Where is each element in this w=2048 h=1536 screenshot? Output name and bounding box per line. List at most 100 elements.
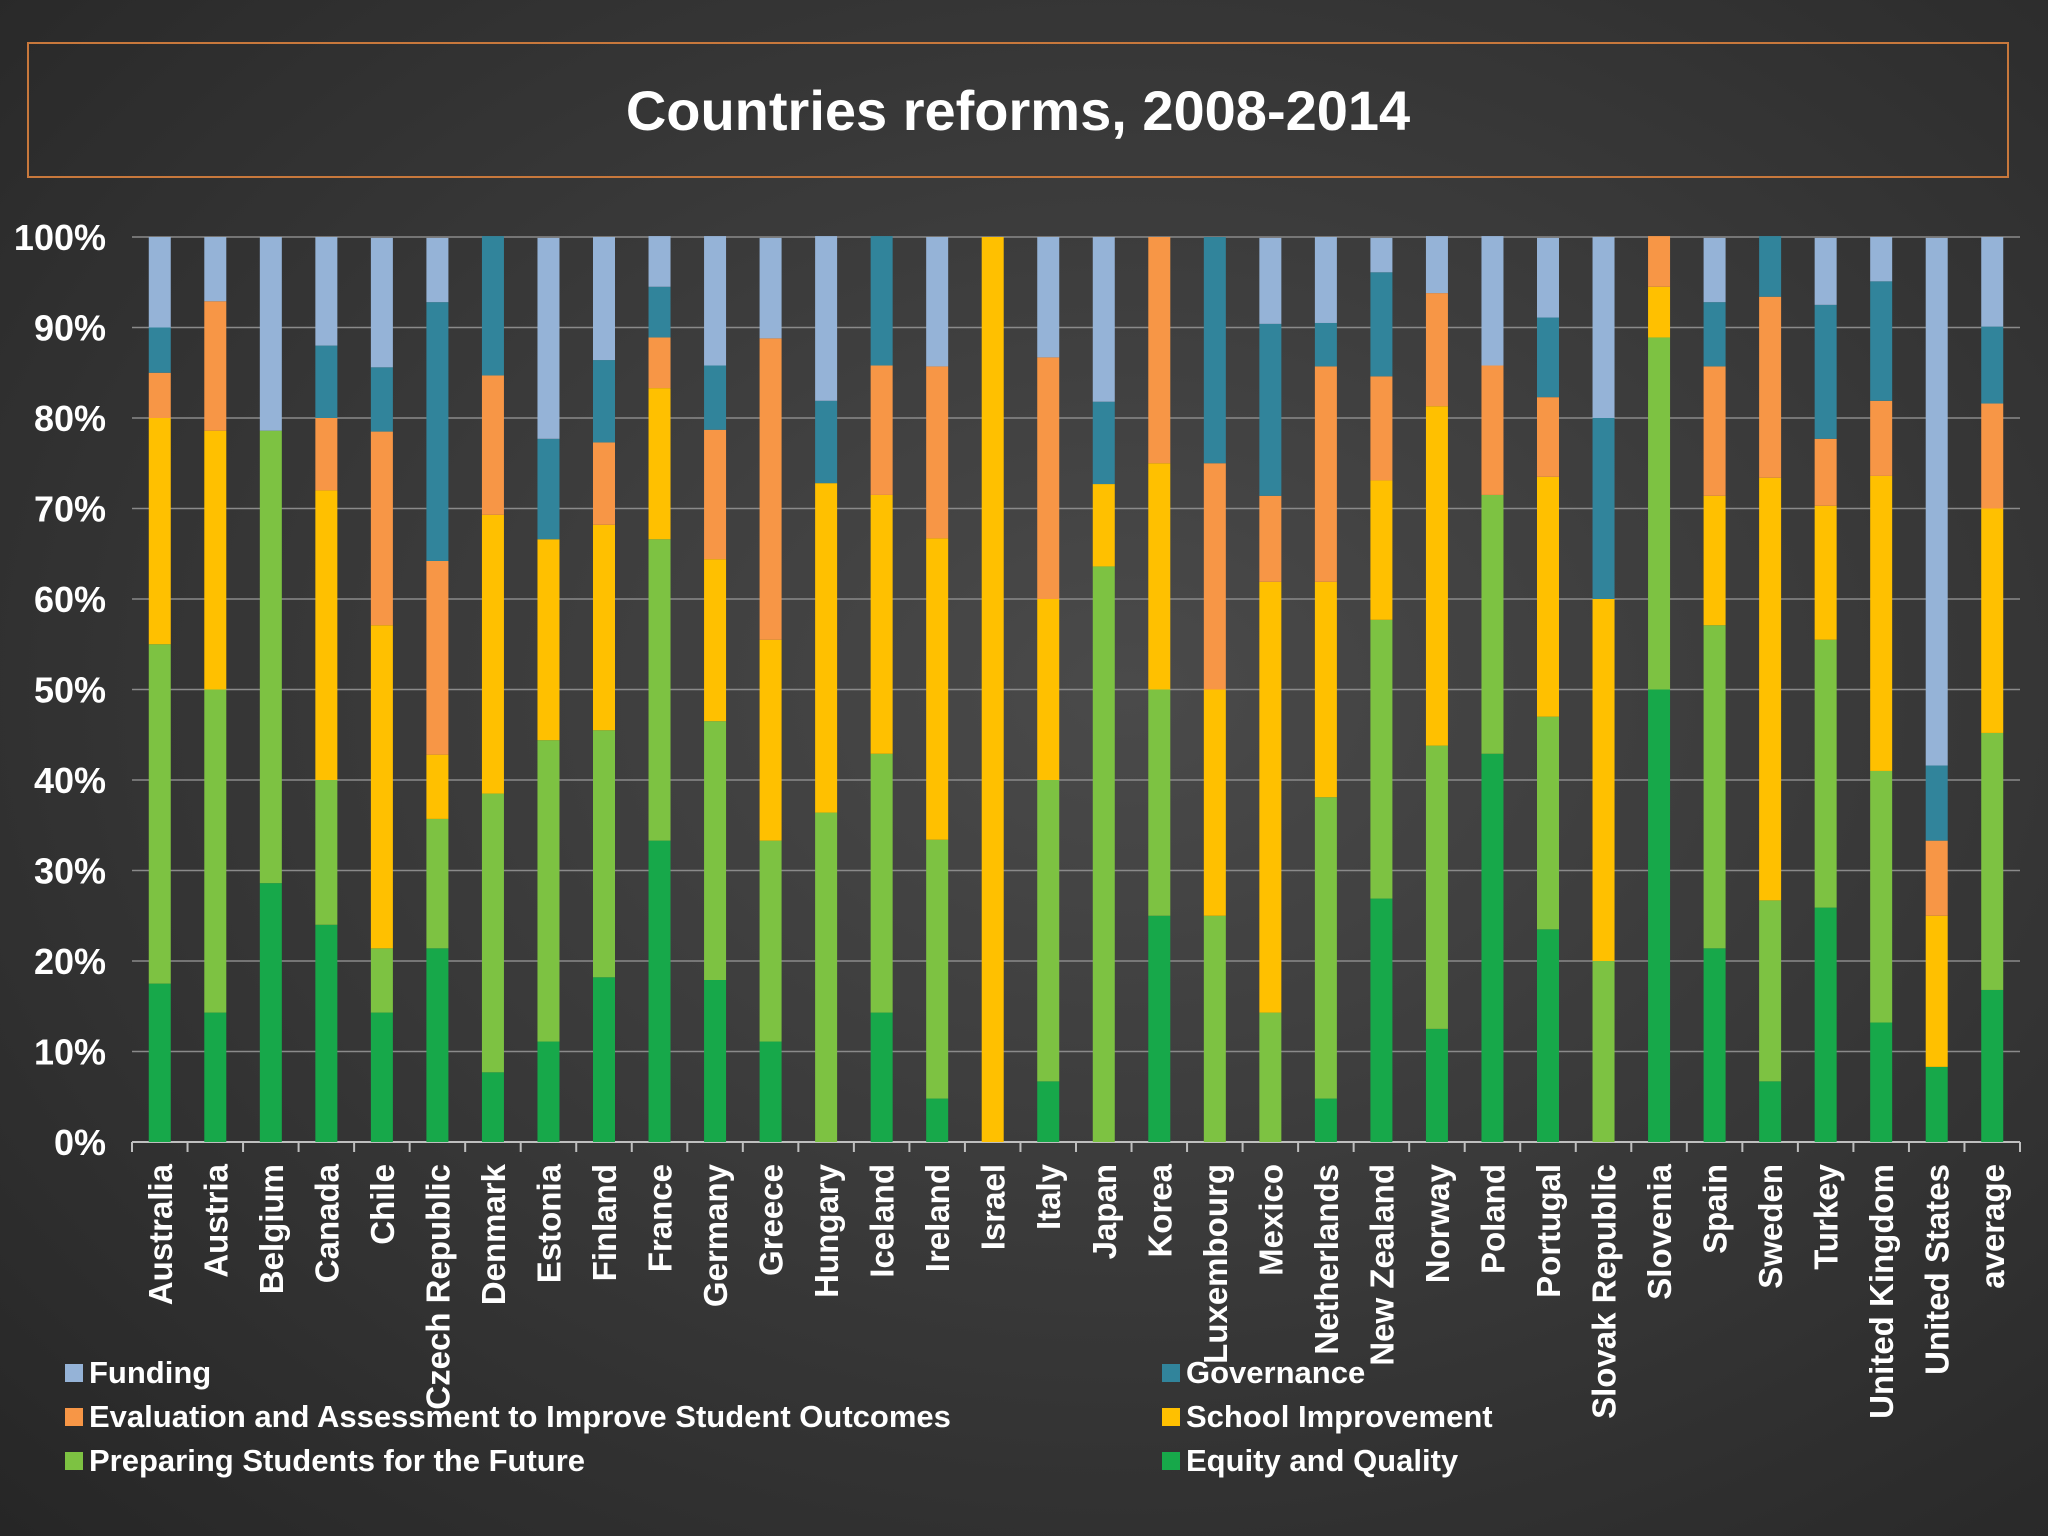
- bar-segment: [1481, 494, 1504, 754]
- bar-segment: [259, 237, 282, 431]
- bar-segment: [704, 365, 727, 430]
- bar-segment: [926, 237, 949, 367]
- y-tick-label: 20%: [34, 941, 106, 982]
- bar-segment: [1425, 745, 1448, 1029]
- bar-segment: [1981, 989, 2004, 1142]
- bar-segment: [1314, 366, 1337, 582]
- chart-title-box: Countries reforms, 2008-2014: [27, 42, 2009, 178]
- x-tick-label: Hungary: [808, 1163, 845, 1298]
- bar-segment: [1703, 302, 1726, 367]
- bar-segment: [537, 740, 560, 1042]
- bar-segment: [648, 840, 671, 1142]
- bar-segment: [1814, 304, 1837, 439]
- bar-segment: [648, 388, 671, 540]
- bar-segment: [1648, 337, 1671, 690]
- bar-segment: [1703, 625, 1726, 949]
- x-tick-label: Spain: [1697, 1164, 1734, 1254]
- bar-segment: [148, 372, 171, 418]
- x-tick-label: Denmark: [475, 1163, 512, 1305]
- bar-segment: [1314, 322, 1337, 367]
- x-tick-label: Poland: [1474, 1164, 1511, 1274]
- bar-segment: [1759, 900, 1782, 1082]
- bar-segment: [1648, 236, 1671, 287]
- bar-segment: [1203, 463, 1226, 690]
- bar-segment: [870, 1012, 893, 1142]
- bar-segment: [1148, 463, 1171, 690]
- x-tick-label: Norway: [1419, 1163, 1456, 1283]
- bar-segment: [815, 812, 838, 1142]
- bar-segment: [1425, 406, 1448, 746]
- x-tick-label: Belgium: [253, 1164, 290, 1294]
- bar-segment: [1259, 495, 1282, 582]
- bar-segment: [1814, 237, 1837, 305]
- bar-segment: [1259, 237, 1282, 324]
- x-tick-label: United States: [1919, 1164, 1956, 1375]
- bar-segment: [1203, 915, 1226, 1142]
- bar-segment: [315, 780, 338, 925]
- bar-segment: [926, 839, 949, 1099]
- x-tick-label: Finland: [586, 1164, 623, 1281]
- bar-segment: [426, 754, 449, 819]
- x-tick-label: Estonia: [530, 1163, 567, 1283]
- bar-segment: [1092, 484, 1115, 567]
- bar-segment: [1314, 581, 1337, 798]
- bar-segment: [1703, 495, 1726, 626]
- y-tick-label: 40%: [34, 760, 106, 801]
- bar-segment: [370, 367, 393, 432]
- bar-segment: [1592, 961, 1615, 1142]
- y-tick-label: 30%: [34, 851, 106, 892]
- bar-segment: [1703, 366, 1726, 496]
- y-tick-label: 60%: [34, 579, 106, 620]
- bar-segment: [1037, 237, 1060, 358]
- bar-segment: [1425, 1028, 1448, 1142]
- bar-segment: [1925, 765, 1948, 841]
- bar-segment: [870, 753, 893, 1013]
- bar-segment: [759, 639, 782, 841]
- bar-segment: [1981, 326, 2004, 404]
- bar-segment: [1759, 296, 1782, 478]
- bar-segment: [1259, 1012, 1282, 1142]
- bar-segment: [481, 1072, 504, 1142]
- bar-segment: [1370, 272, 1393, 377]
- bar-segment: [204, 430, 227, 690]
- x-tick-label: Greece: [753, 1164, 790, 1276]
- x-tick-label: New Zealand: [1363, 1164, 1400, 1366]
- bar-segment: [1259, 323, 1282, 496]
- y-tick-label: 100%: [14, 217, 106, 258]
- bar-segment: [704, 559, 727, 722]
- x-tick-label: Korea: [1141, 1163, 1178, 1257]
- bar-segment: [759, 840, 782, 1042]
- y-tick-label: 80%: [34, 398, 106, 439]
- x-tick-label: Austria: [197, 1163, 234, 1277]
- bar-segment: [1814, 438, 1837, 506]
- bar-segment: [704, 236, 727, 366]
- x-tick-label: Israel: [975, 1164, 1012, 1250]
- bar-segment: [1314, 1098, 1337, 1142]
- bar-segment: [148, 237, 171, 328]
- x-tick-label: Japan: [1086, 1164, 1123, 1259]
- bar-segment: [1592, 599, 1615, 961]
- x-tick-label: Italy: [1030, 1163, 1067, 1230]
- bar-segment: [1370, 619, 1393, 899]
- y-tick-label: 0%: [54, 1122, 106, 1163]
- bar-segment: [1148, 237, 1171, 464]
- bar-segment: [315, 237, 338, 346]
- bar-segment: [1092, 566, 1115, 1142]
- bar-segment: [593, 524, 615, 731]
- bar-segment: [426, 818, 449, 949]
- bar-segment: [759, 237, 782, 339]
- bar-segment: [1759, 1081, 1782, 1142]
- bar-segment: [1537, 476, 1559, 717]
- bar-segment: [648, 286, 671, 338]
- bar-segment: [648, 539, 671, 841]
- bar-segment: [1537, 237, 1559, 318]
- bar-segment: [926, 1098, 949, 1142]
- bar-segment: [1870, 400, 1893, 476]
- bar-segment: [1370, 898, 1393, 1142]
- bar-segment: [148, 327, 171, 373]
- bar-segment: [1925, 915, 1948, 1067]
- y-tick-label: 50%: [34, 670, 106, 711]
- bar-segment: [537, 438, 560, 540]
- y-tick-label: 70%: [34, 489, 106, 530]
- bar-segment: [593, 360, 615, 443]
